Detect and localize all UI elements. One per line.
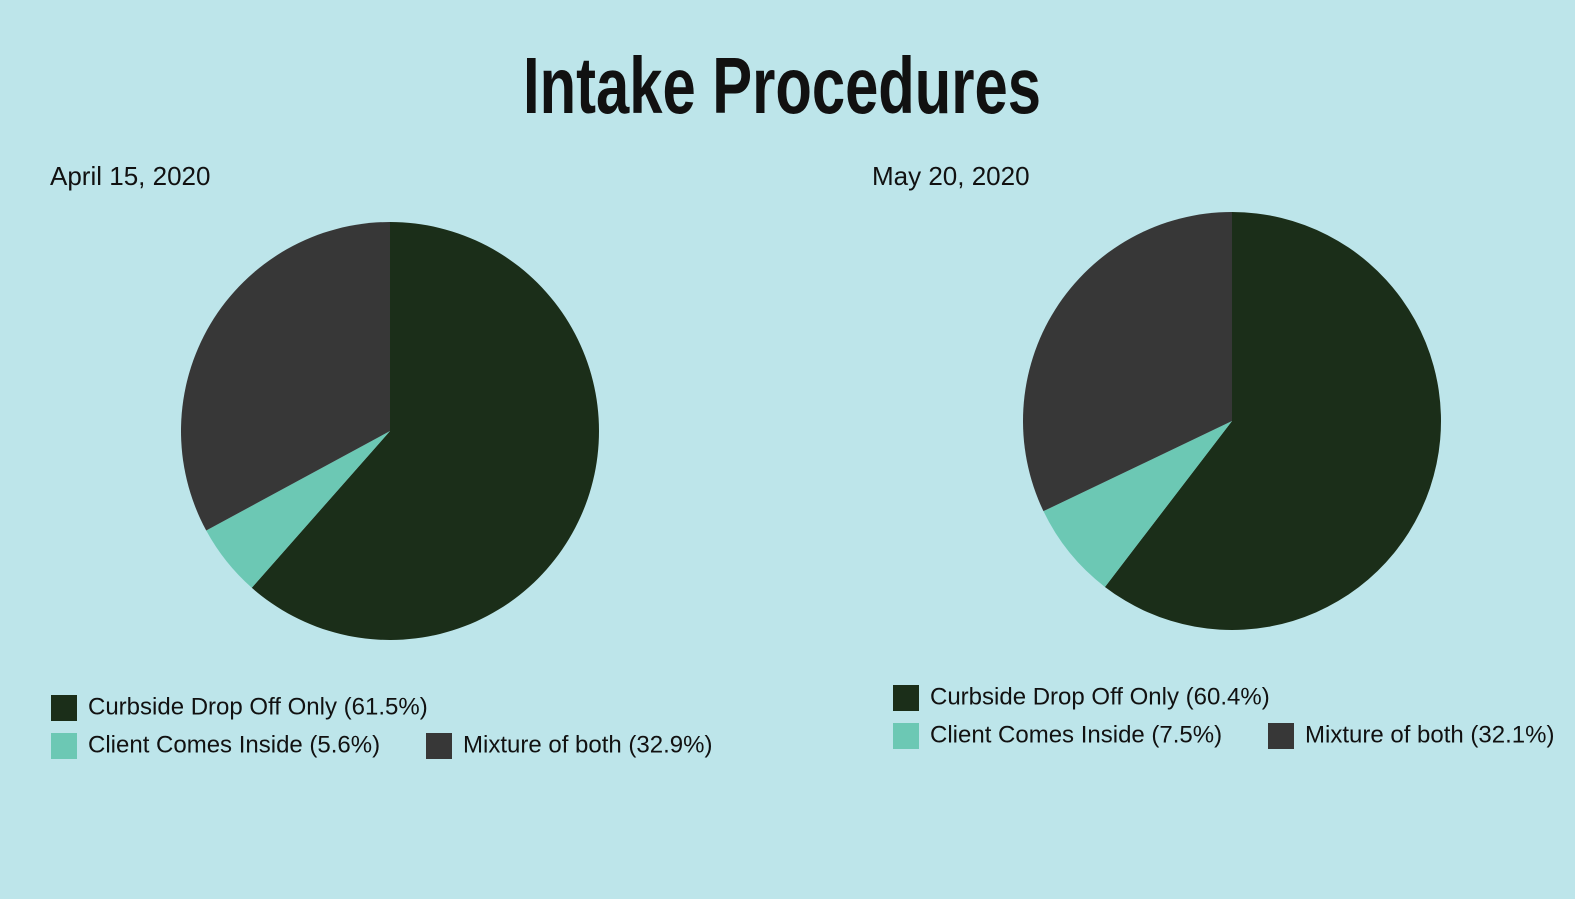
- pie-slice: [1043, 421, 1232, 587]
- pie-slice: [1023, 212, 1232, 512]
- legend-label: Mixture of both (32.1%): [1305, 721, 1554, 748]
- legend-swatch: [893, 685, 919, 711]
- chart-title: Intake Procedures: [523, 41, 1041, 130]
- pie-slice: [206, 431, 390, 588]
- legend-label: Client Comes Inside (5.6%): [88, 731, 380, 758]
- legend-swatch: [893, 723, 919, 749]
- legend-swatch: [1268, 723, 1294, 749]
- chart-subtitle: May 20, 2020: [872, 161, 1030, 191]
- pie-slice: [1104, 212, 1441, 630]
- legend-label: Curbside Drop Off Only (60.4%): [930, 683, 1270, 710]
- chart-subtitle: April 15, 2020: [50, 161, 210, 191]
- legend-swatch: [51, 733, 77, 759]
- legend-label: Curbside Drop Off Only (61.5%): [88, 693, 428, 720]
- legend-label: Client Comes Inside (7.5%): [930, 721, 1222, 748]
- legend-swatch: [426, 733, 452, 759]
- pie-slice: [180, 222, 390, 531]
- pie-slice: [251, 222, 599, 640]
- legend-swatch: [51, 695, 77, 721]
- legend-label: Mixture of both (32.9%): [463, 731, 712, 758]
